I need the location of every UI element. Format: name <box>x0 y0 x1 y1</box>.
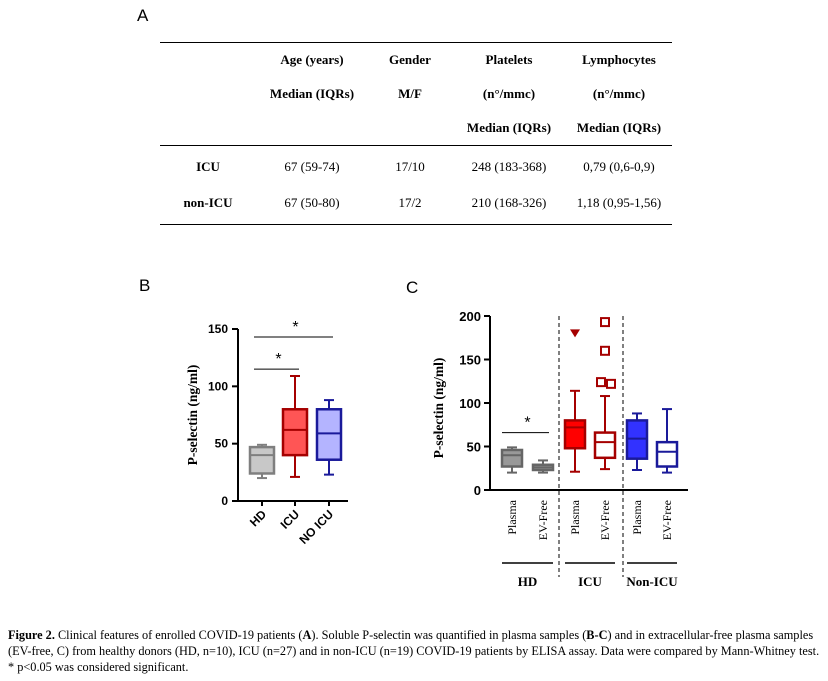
y-tick-label: 150 <box>459 353 481 368</box>
y-axis-label: P-selectin (ng/ml) <box>185 365 200 466</box>
x-tick-label: NO ICU <box>297 507 337 547</box>
group-label: ICU <box>578 574 602 589</box>
y-tick-label: 0 <box>474 483 481 498</box>
caption-ref-a: A <box>302 628 312 642</box>
caption-figure-label: Figure 2. <box>8 628 55 642</box>
box <box>563 419 587 450</box>
panel-c-letter: C <box>406 278 419 297</box>
box <box>625 419 649 460</box>
empty-header-cell <box>160 43 256 78</box>
cell-platelets: 248 (183-368) <box>471 159 547 174</box>
y-tick-label: 50 <box>215 437 229 451</box>
cell-age: 67 (50-80) <box>284 195 340 210</box>
outlier-point <box>606 378 616 389</box>
header-platelets-stat: Median (IQRs) <box>452 111 566 146</box>
y-tick-label: 0 <box>221 494 228 508</box>
outlier-point <box>570 329 580 338</box>
panel-b-letter: B <box>139 276 151 295</box>
header-platelets-unit: (n°/mmc) <box>482 86 536 101</box>
header-lymphocytes-stat: Median (IQRs) <box>566 111 672 146</box>
cell-gender: 17/2 <box>398 195 422 210</box>
panel-a-letter: A <box>137 6 149 25</box>
header-gender: Gender <box>389 52 431 67</box>
cell-age: 67 (59-74) <box>284 159 340 174</box>
outlier-point <box>600 317 610 328</box>
box <box>531 463 555 472</box>
group-label: Non-ICU <box>626 574 678 589</box>
box <box>315 408 343 461</box>
y-tick-label: 200 <box>459 309 481 324</box>
y-axis-label: P-selectin (ng/ml) <box>431 358 446 459</box>
cell-gender: 17/10 <box>395 159 425 174</box>
y-tick-label: 150 <box>208 322 228 336</box>
outlier-point <box>600 345 610 356</box>
significance-star: * <box>292 319 298 336</box>
significance-star: * <box>524 415 530 432</box>
y-tick-label: 100 <box>208 379 228 393</box>
header-platelets: Platelets <box>485 52 533 67</box>
caption-text-1: Clinical features of enrolled COVID-19 p… <box>54 628 303 642</box>
significance-star: * <box>275 351 281 368</box>
x-tick-label: Plasma <box>630 499 644 534</box>
box <box>593 431 617 460</box>
x-tick-label: Plasma <box>505 499 519 534</box>
x-tick-label: EV-Free <box>598 500 612 540</box>
y-tick-label: 50 <box>467 440 481 455</box>
outlier-point <box>596 377 606 388</box>
header-lymphocytes-unit: (n°/mmc) <box>592 86 646 101</box>
box <box>248 445 276 475</box>
table-row: non-ICU 67 (50-80) 17/2 210 (168-326) 1,… <box>160 188 672 225</box>
x-tick-label: ICU <box>278 507 303 532</box>
clinical-features-table: Age (years) Gender Platelets Lymphocytes… <box>160 42 672 225</box>
group-label: HD <box>518 574 538 589</box>
header-age-sub: Median (IQRs) <box>269 86 355 101</box>
box <box>281 408 309 457</box>
x-tick-label: EV-Free <box>660 500 674 540</box>
cell-lymphocytes: 1,18 (0,95-1,56) <box>576 195 662 210</box>
x-tick-label: Plasma <box>568 499 582 534</box>
y-tick-label: 100 <box>459 396 481 411</box>
x-tick-label: HD <box>247 507 269 529</box>
x-tick-label: EV-Free <box>536 500 550 540</box>
caption-ref-bc: B-C <box>586 628 608 642</box>
caption-text-2: ). Soluble P-selectin was quantified in … <box>311 628 587 642</box>
row-label-non-icu: non-ICU <box>183 195 233 210</box>
figure-caption: Figure 2. Clinical features of enrolled … <box>8 627 828 675</box>
caption-text-3: ) and in extracellular-free plasma sampl… <box>8 628 820 674</box>
cell-platelets: 210 (168-326) <box>471 195 547 210</box>
box <box>655 440 679 468</box>
cell-lymphocytes: 0,79 (0,6-0,9) <box>583 159 655 174</box>
box <box>500 448 524 468</box>
header-gender-sub: M/F <box>398 86 422 101</box>
header-lymphocytes: Lymphocytes <box>582 52 656 67</box>
header-age: Age (years) <box>280 52 344 67</box>
row-label-icu: ICU <box>196 159 220 174</box>
table-row: ICU 67 (59-74) 17/10 248 (183-368) 0,79 … <box>160 146 672 189</box>
